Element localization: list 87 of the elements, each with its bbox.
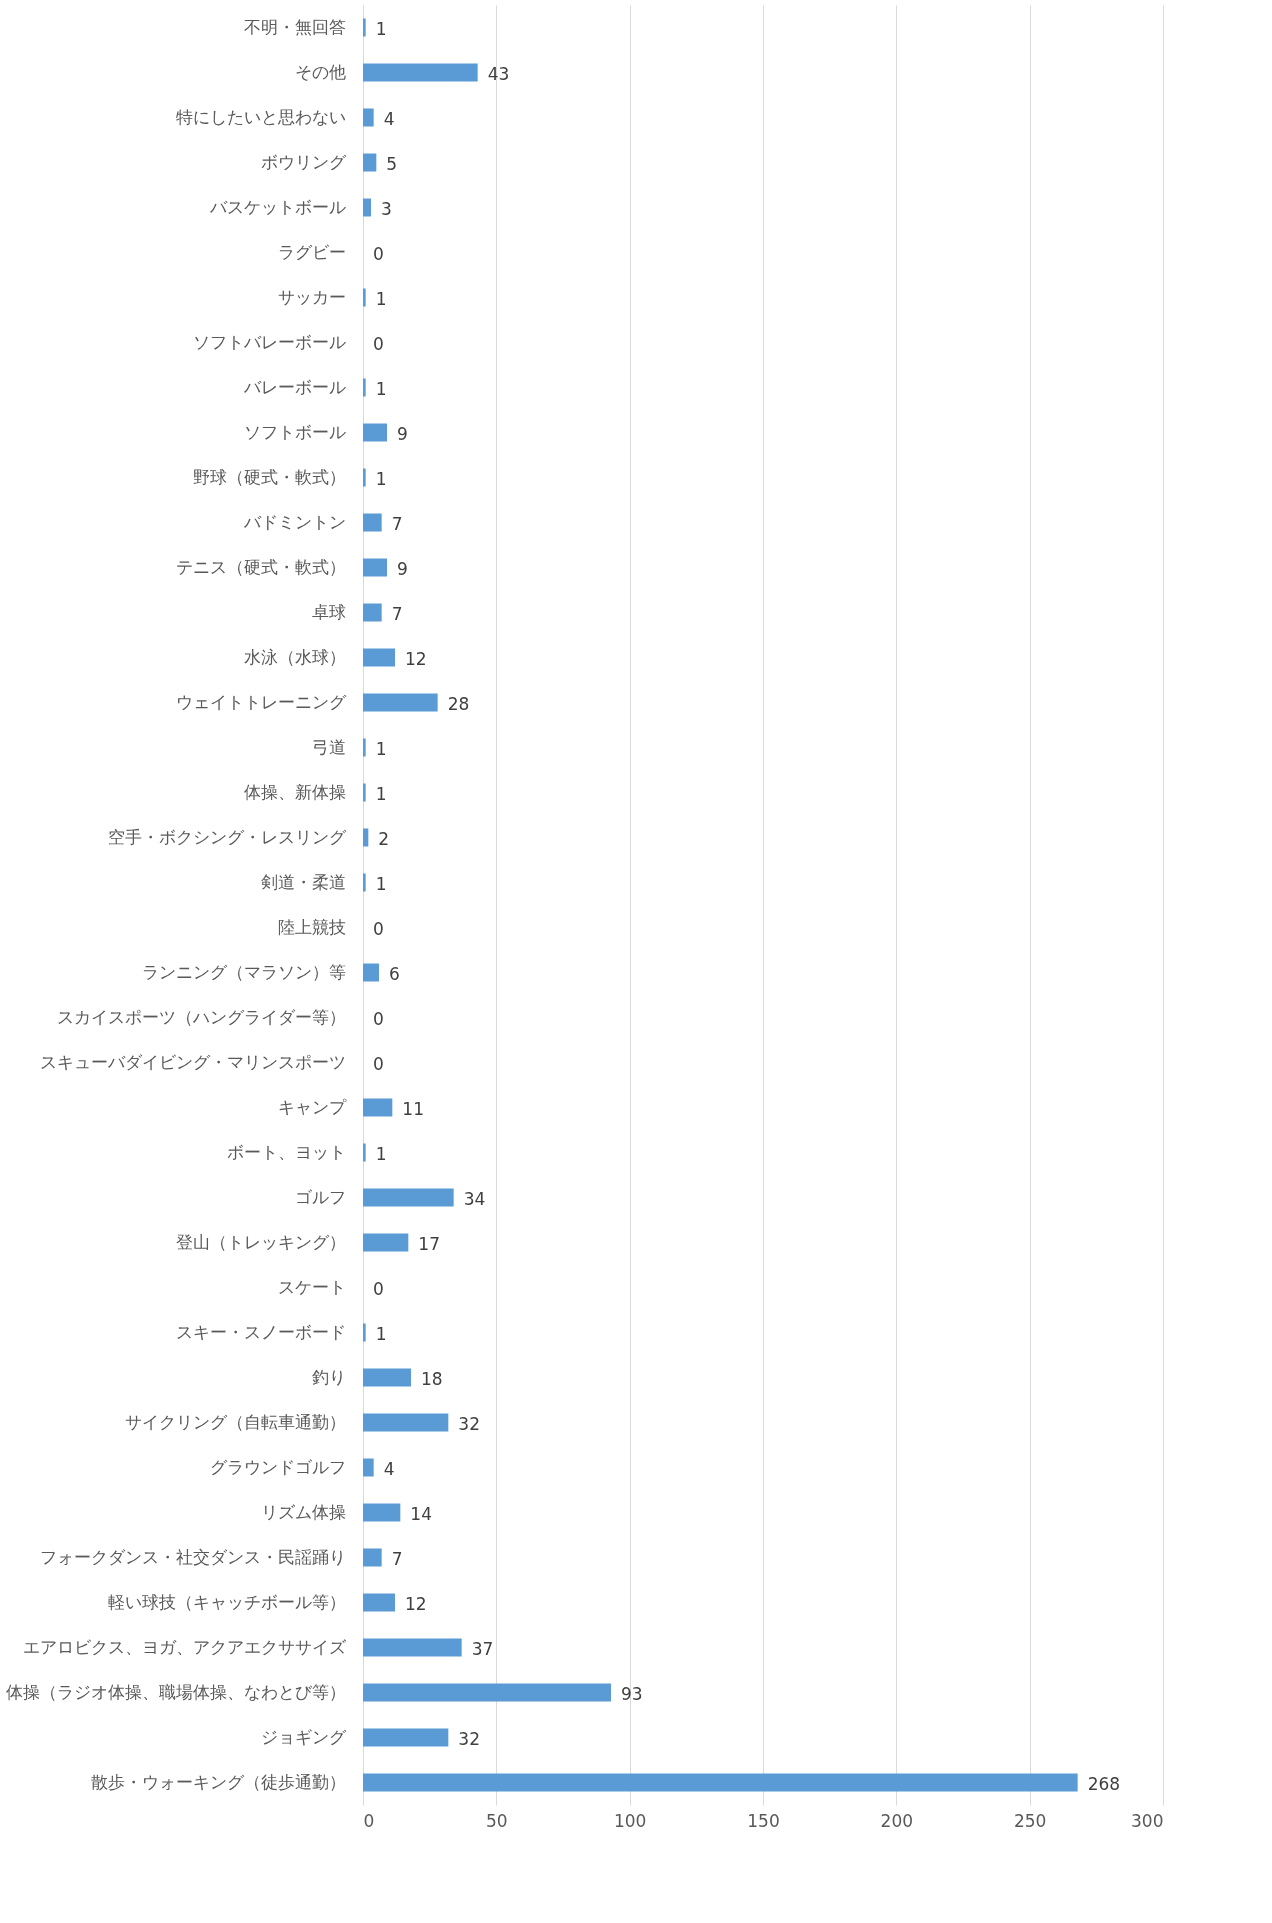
x-tick-label: 250 <box>1013 1810 1047 1831</box>
data-label: 1 <box>375 468 387 489</box>
data-label: 11 <box>402 1098 424 1119</box>
y-tick-label: 卓球 <box>311 601 346 622</box>
data-label: 3 <box>381 198 392 219</box>
x-tick-label: 100 <box>613 1810 647 1831</box>
data-label: 1 <box>375 18 387 39</box>
data-label: 1 <box>375 873 387 894</box>
y-tick-label: バドミントン <box>242 511 346 532</box>
x-tick-label: 300 <box>1131 1810 1164 1831</box>
y-tick-label: ソフトボール <box>243 421 346 442</box>
data-label: 18 <box>421 1368 443 1389</box>
data-label: 1 <box>375 378 387 399</box>
data-label: 6 <box>389 963 400 984</box>
y-tick-label: スキューバダイビング・マリンスポーツ <box>39 1051 346 1072</box>
data-label: 0 <box>373 243 384 264</box>
data-label: 43 <box>487 63 510 84</box>
y-tick-label: 空手・ボクシング・レスリング <box>107 826 347 847</box>
y-tick-label: 不明・無回答 <box>243 16 346 37</box>
data-label: 32 <box>458 1413 480 1434</box>
y-tick-label: サッカー <box>277 286 346 307</box>
data-label: 14 <box>410 1503 432 1524</box>
y-tick-label: 剣道・柔道 <box>260 871 346 892</box>
y-tick-label: スキー・スノーボード <box>175 1321 346 1342</box>
y-tick-label: 陸上競技 <box>277 916 346 937</box>
y-tick-label: ラグビー <box>277 241 346 262</box>
data-label: 2 <box>378 828 390 849</box>
y-tick-label: ボウリング <box>260 151 347 172</box>
y-tick-label: 水泳（水球） <box>243 646 346 667</box>
data-label: 37 <box>471 1638 494 1659</box>
x-tick-label: 200 <box>880 1810 914 1831</box>
x-tick-label: 150 <box>747 1810 780 1831</box>
data-label: 34 <box>463 1188 486 1209</box>
data-label: 4 <box>383 108 395 129</box>
data-label: 9 <box>397 558 408 579</box>
y-tick-label: 体操、新体操 <box>243 781 346 802</box>
data-label: 93 <box>621 1683 643 1704</box>
data-label: 7 <box>391 1548 403 1569</box>
data-label: 1 <box>375 288 387 309</box>
data-label: 9 <box>397 423 408 444</box>
y-tick-label: エアロビクス、ヨガ、アクアエクササイズ <box>22 1636 347 1657</box>
data-label: 17 <box>418 1233 440 1254</box>
data-label: 7 <box>391 513 403 534</box>
x-tick-label: 0 <box>363 1810 375 1831</box>
data-label: 1 <box>375 1323 387 1344</box>
data-label: 0 <box>373 1278 384 1299</box>
y-tick-label: キャンプ <box>277 1096 347 1117</box>
data-label: 4 <box>383 1458 395 1479</box>
data-label: 1 <box>375 1143 387 1164</box>
y-tick-label: テニス（硬式・軟式） <box>175 556 346 577</box>
y-tick-label: フォークダンス・社交ダンス・民謡踊り <box>39 1546 346 1567</box>
y-tick-label: 軽い球技（キャッチボール等） <box>107 1591 346 1612</box>
data-label: 5 <box>386 153 398 174</box>
y-tick-label: グラウンドゴルフ <box>209 1456 346 1477</box>
y-tick-label: バスケットボール <box>208 196 346 217</box>
data-label: 1 <box>375 783 387 804</box>
y-tick-label: スカイスポーツ（ハングライダー等） <box>56 1006 346 1027</box>
y-tick-label: ゴルフ <box>294 1186 346 1207</box>
data-label: 1 <box>375 738 387 759</box>
y-tick-label: 釣り <box>311 1366 346 1387</box>
y-tick-label: その他 <box>294 61 346 82</box>
data-label: 0 <box>373 1008 384 1029</box>
y-tick-label: 弓道 <box>311 736 346 757</box>
y-tick-label: 登山（トレッキング） <box>175 1231 346 1252</box>
y-tick-label: ジョギング <box>260 1726 347 1747</box>
y-tick-label: ウェイトトレーニング <box>175 691 347 712</box>
data-label: 28 <box>447 693 470 714</box>
data-label: 7 <box>391 603 403 624</box>
y-tick-label: 野球（硬式・軟式） <box>192 466 346 487</box>
y-tick-label: リズム体操 <box>260 1501 346 1522</box>
data-label: 12 <box>405 648 427 669</box>
data-label: 0 <box>373 918 384 939</box>
y-tick-label: ボート、ヨット <box>226 1141 346 1162</box>
data-label: 268 <box>1087 1773 1121 1794</box>
data-label: 0 <box>373 333 384 354</box>
y-tick-label: バレーボール <box>242 376 346 397</box>
data-label: 12 <box>405 1593 427 1614</box>
y-tick-label: 体操（ラジオ体操、職場体操、なわとび等） <box>5 1681 346 1702</box>
y-tick-label: サイクリング（自転車通勤） <box>124 1411 346 1432</box>
y-tick-label: 散歩・ウォーキング（徒歩通勤） <box>90 1771 346 1792</box>
y-tick-label: 特にしたいと思わない <box>175 106 346 127</box>
x-tick-label: 50 <box>486 1810 508 1831</box>
data-label: 32 <box>458 1728 480 1749</box>
data-label: 0 <box>373 1053 384 1074</box>
y-tick-label: ランニング（マラソン）等 <box>141 961 346 982</box>
y-tick-label: スケート <box>277 1276 346 1297</box>
y-tick-label: ソフトバレーボール <box>192 331 346 352</box>
